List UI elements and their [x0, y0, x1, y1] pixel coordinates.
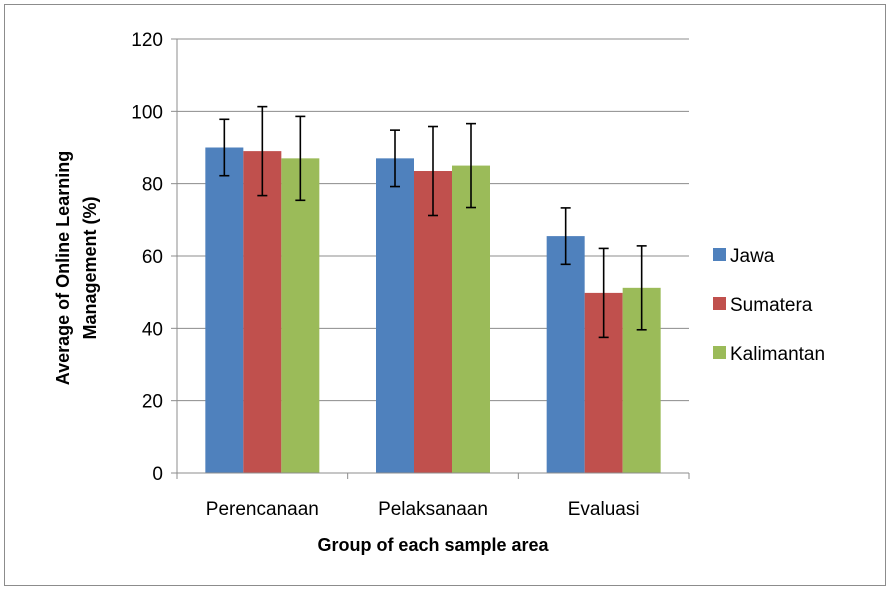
- legend-label: Jawa: [730, 246, 775, 267]
- legend-label: Kalimantan: [730, 344, 825, 365]
- bar: [376, 158, 414, 473]
- bars: [205, 147, 661, 474]
- tick-labels: 0 20 40 60 80 100 120 Perencanaan Pelaksanaan Eva…: [131, 30, 639, 520]
- y-tick-label: 120: [131, 30, 163, 51]
- y-tick-label: 40: [142, 319, 163, 340]
- legend-label: Sumatera: [730, 295, 813, 316]
- y-tick-label: 60: [142, 247, 163, 268]
- bar: [546, 236, 585, 473]
- y-axis-title: Average of Online Learning Management (%): [53, 151, 100, 385]
- x-tick-label: Perencanaan: [206, 499, 319, 520]
- y-axis-title-line: Management (%): [80, 196, 100, 339]
- y-tick-label: 20: [142, 392, 163, 413]
- legend-swatch: [713, 297, 726, 310]
- x-axis-title: Group of each sample area: [317, 535, 549, 555]
- axes: [171, 38, 690, 479]
- bar: [414, 171, 452, 473]
- y-tick-label: 0: [152, 464, 163, 485]
- legend-swatch: [713, 248, 726, 261]
- bar: [281, 158, 320, 473]
- bar: [205, 147, 244, 473]
- y-tick-label: 100: [131, 102, 163, 123]
- bar: [452, 165, 490, 474]
- x-tick-label: Evaluasi: [568, 499, 640, 520]
- legend: Jawa Sumatera Kalimantan: [713, 246, 825, 365]
- legend-swatch: [713, 346, 726, 359]
- y-tick-label: 80: [142, 175, 163, 196]
- error-bars: [219, 105, 647, 339]
- y-axis-title-line: Average of Online Learning: [53, 151, 73, 385]
- bar: [243, 151, 282, 473]
- x-tick-label: Pelaksanaan: [378, 499, 488, 520]
